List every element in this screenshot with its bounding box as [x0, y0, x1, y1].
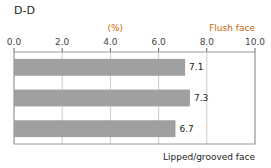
annotation: Flush face [209, 23, 255, 33]
tick-mark [14, 48, 15, 52]
tick-label: 10.0 [245, 37, 265, 47]
data-label: 6.7 [179, 124, 193, 134]
grid [14, 52, 255, 144]
tick-mark [206, 48, 207, 52]
bar [14, 59, 185, 76]
tick-label: 4.0 [103, 37, 118, 47]
plot-frame [14, 52, 255, 144]
title: D-D [14, 4, 35, 17]
tick-label: 8.0 [200, 37, 215, 47]
tick-mark [62, 48, 63, 52]
annotation: Lipped/grooved face [163, 152, 256, 162]
tick-mark [158, 48, 159, 52]
tick-mark [255, 48, 256, 52]
tick-label: 6.0 [151, 37, 166, 47]
tick-label: 2.0 [55, 37, 70, 47]
tick-label: 0.0 [7, 37, 22, 47]
data-label: 7.3 [194, 93, 208, 103]
bar [14, 90, 190, 107]
data-label: 7.1 [189, 62, 203, 72]
tick-mark [110, 48, 111, 52]
chart: D-D (%) Flush face Lipped/grooved face 0.0 2.… [0, 0, 271, 168]
background [0, 0, 271, 168]
bar [14, 120, 175, 137]
bars [14, 59, 190, 137]
annotation: (%) [107, 23, 123, 33]
